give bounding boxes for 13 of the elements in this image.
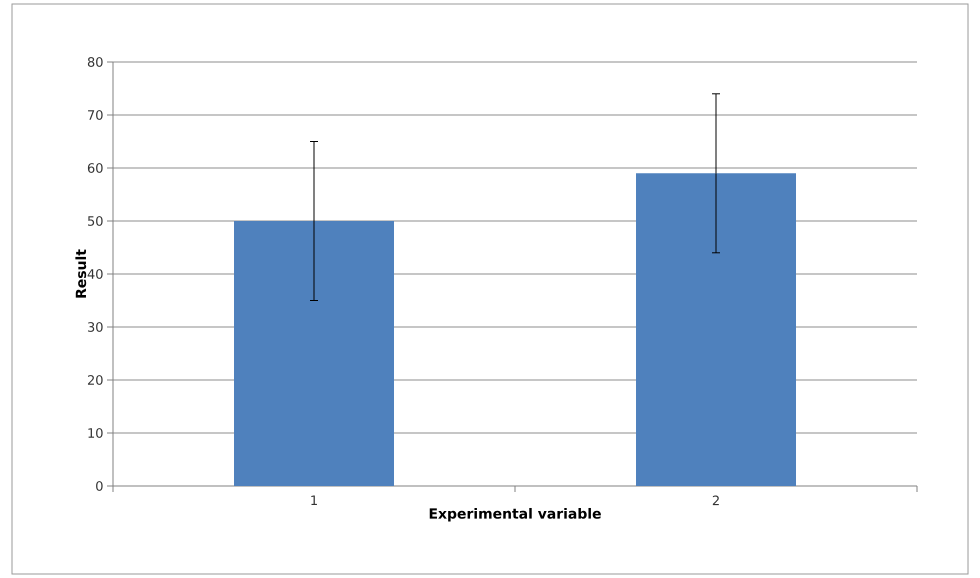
y-tick-label: 50 <box>88 216 103 226</box>
x-axis-title: Experimental variable <box>430 508 601 522</box>
x-tick-label: 2 <box>712 496 719 506</box>
y-tick-label: 60 <box>88 163 103 173</box>
y-tick-label: 40 <box>88 269 103 279</box>
y-tick-label: 10 <box>88 428 103 438</box>
y-tick-label: 0 <box>96 481 103 491</box>
x-tick-label: 1 <box>311 496 317 505</box>
y-tick-label: 20 <box>88 375 103 385</box>
y-axis-title: Result <box>75 249 86 298</box>
y-tick-label: 80 <box>88 57 103 67</box>
y-tick-label: 30 <box>88 322 103 332</box>
y-tick-label: 70 <box>88 110 103 120</box>
